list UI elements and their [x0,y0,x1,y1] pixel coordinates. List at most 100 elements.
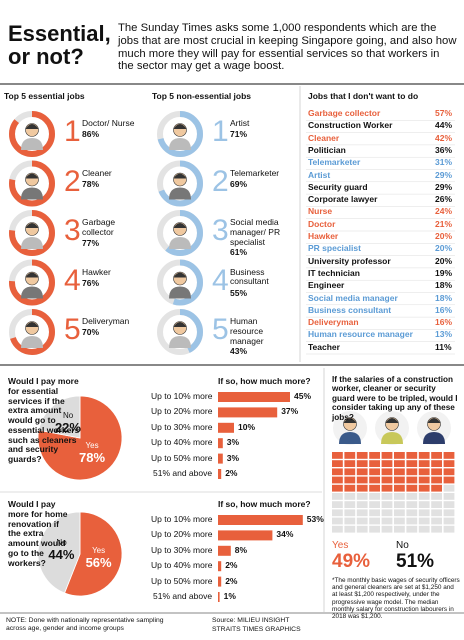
ring-arc [157,210,203,256]
pie-value: 44% [48,547,75,563]
value-label: 57% [435,108,453,118]
rank: 1 [64,115,81,148]
value-label: 24% [435,206,453,217]
waffle-cell [381,509,393,517]
job: Cleaner [82,167,112,178]
pie-label: No [62,411,74,421]
waffle-cell [369,468,380,476]
waffle-cell [406,452,418,459]
bar-label: Up to 30% more [151,544,213,555]
bar-value: 3% [226,437,240,448]
icon-hair [25,322,39,327]
waffle-cell [418,525,430,533]
yes-label: Yes [332,540,349,551]
value-label: 26% [435,194,453,205]
bar-value: 2% [225,575,238,586]
bar-label: Up to 10% more [151,514,213,524]
waffle-cell [431,468,442,476]
waffle-cell [356,460,368,467]
value-label: 21% [435,218,453,229]
ring-arc [9,160,55,207]
job: Engineer [308,280,345,291]
waffle-cell [369,509,380,517]
ring-arc [157,309,203,355]
icon-body [21,286,43,299]
bar-value: 45% [294,391,312,401]
waffle-cell [443,501,455,508]
waffle-cell [369,476,380,484]
icon-hair [173,223,187,228]
waffle-cell [431,525,442,533]
value-label: 29% [435,181,453,192]
ring-arc [9,210,55,256]
pie-label: No [56,538,67,548]
waffle-cell [356,509,368,517]
waffle-cell [406,501,418,508]
value-label: 16% [435,317,453,328]
ring-arc [9,259,55,306]
footer-credit: STRAITS TIMES GRAPHICS [212,626,301,633]
waffle-cell [344,501,356,508]
waffle-cell [381,452,393,459]
waffle-cell [381,525,393,533]
waffle-cell [344,509,356,517]
value-label: 55% [230,287,248,298]
waffle-cell [394,460,405,467]
rank: 5 [64,313,81,346]
waffle-cell [356,493,368,500]
bar [218,561,222,572]
pie-slice [37,511,81,594]
waffle-cell [443,517,455,525]
icon-body [169,187,191,200]
bar-label: Up to 50% more [151,452,213,463]
job: Teacher [308,341,340,352]
icon-hair [25,272,39,278]
bar-label: Up to 50% more [151,575,213,586]
pie-value: 22% [54,420,81,436]
waffle-cell [431,509,442,517]
waffle-cell [406,525,418,533]
ring-arc [157,160,203,207]
job: Artist [308,169,331,180]
value-label: 76% [82,277,100,288]
job: Cleaner [308,132,340,143]
waffle-cell [332,476,343,484]
job: Hawker [308,231,339,241]
bar-value: 1% [223,591,236,601]
job: Human resource manager [230,316,264,346]
bar-label: Up to 10% more [151,391,213,401]
waffle-cell [344,476,356,484]
icon-hair [173,322,187,327]
waffle-cell [369,452,380,459]
rank: 4 [212,263,229,297]
ring-arc [157,111,203,157]
bar [218,422,234,433]
waffle-cell [356,452,368,459]
job: Garbage collector [308,108,381,118]
waffle-cell [332,525,343,533]
waffle-cell [344,493,356,500]
value-label: 20% [435,255,453,266]
waffle-cell [431,517,442,525]
waffle-cell [356,525,368,533]
bar [218,592,220,602]
waffle-cell [418,501,430,508]
section-heading: Top 5 essential jobs [4,91,85,101]
waffle-cell [332,517,343,525]
pie-slice [38,395,81,439]
waffle-cell [369,484,380,492]
waffle-cell [344,517,356,525]
job: Security guard [308,181,368,192]
waffle-cell [443,476,455,484]
waffle-cell [418,460,430,467]
waffle-cell [418,468,430,476]
value-label: 71% [230,129,248,139]
icon-body [339,432,361,444]
bar-label: 51% and above [153,468,213,478]
job: Corporate lawyer [308,194,378,205]
waffle-cell [369,525,380,533]
pie-value: 78% [79,449,106,465]
bar [218,453,223,464]
waffle-cell [443,493,455,500]
